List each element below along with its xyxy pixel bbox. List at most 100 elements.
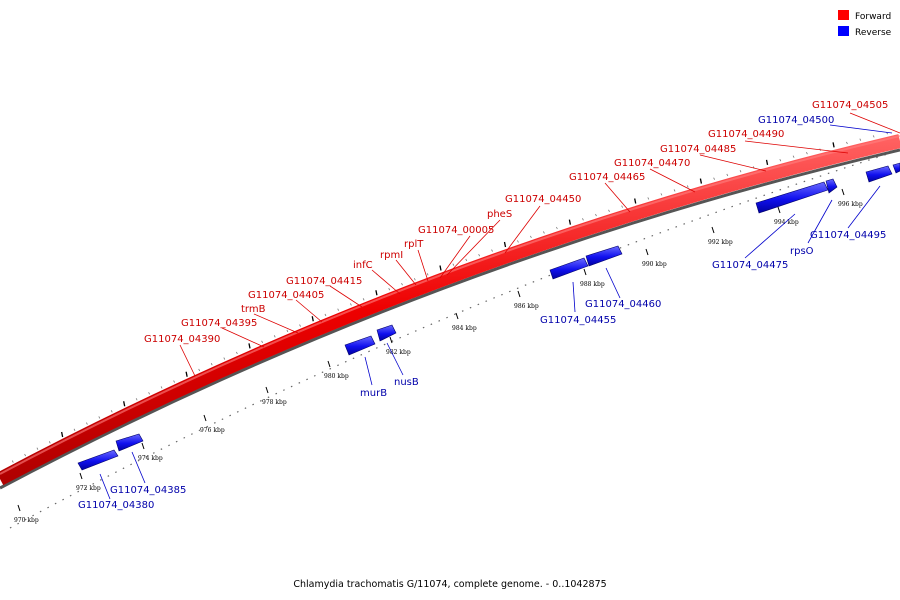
gene-G11074_04455[interactable] xyxy=(549,257,589,280)
scale-tick-label: 976 kbp xyxy=(200,427,225,434)
scale-tick-label: 996 kbp xyxy=(838,201,863,208)
forward-gene-label[interactable]: rplT xyxy=(404,239,424,250)
scale-tick-label: 978 kbp xyxy=(262,399,287,406)
scale-tick-label: 990 kbp xyxy=(642,261,667,268)
forward-minor-tick xyxy=(173,380,175,383)
reverse-gene-label[interactable]: rpsO xyxy=(790,246,814,257)
forward-minor-tick xyxy=(491,249,493,252)
gene-G11074_04475[interactable] xyxy=(755,181,829,214)
gene-G11074_04460[interactable] xyxy=(585,245,623,267)
forward-minor-tick xyxy=(647,197,650,200)
forward-minor-tick xyxy=(362,298,365,301)
forward-minor-tick xyxy=(413,278,416,281)
forward-gene-labels: G11074_04390 G11074_04395 trmB G11074_04405… xyxy=(144,100,888,345)
forward-minor-tick xyxy=(452,263,455,266)
forward-minor-tick xyxy=(11,460,14,463)
backbone-forward-strand xyxy=(0,134,900,486)
forward-minor-tick xyxy=(350,303,352,306)
forward-minor-tick xyxy=(426,273,429,276)
backbone-shadow xyxy=(0,148,900,490)
forward-minor-tick xyxy=(135,398,138,401)
reverse-gene-label[interactable]: G11074_04380 xyxy=(78,500,154,511)
forward-gene-label[interactable]: pheS xyxy=(487,209,512,220)
reverse-gene-label[interactable]: G11074_04495 xyxy=(810,230,886,241)
scale-tick-label: 970 kbp xyxy=(14,517,39,524)
forward-minor-tick xyxy=(872,135,875,138)
forward-minor-tick xyxy=(123,401,126,407)
legend: Forward Reverse xyxy=(838,10,892,38)
forward-gene-label[interactable]: G11074_04405 xyxy=(248,290,324,301)
forward-minor-tick xyxy=(517,240,519,243)
gene-nusB[interactable] xyxy=(376,324,397,342)
scale-ticks xyxy=(17,188,845,512)
reverse-gene-label[interactable]: G11074_04455 xyxy=(540,315,616,326)
scale-tick xyxy=(583,268,587,276)
forward-minor-tick xyxy=(36,447,39,450)
forward-minor-tick xyxy=(375,290,378,296)
scale-track xyxy=(9,149,900,529)
forward-minor-tick xyxy=(832,142,835,148)
forward-minor-tick xyxy=(621,205,623,208)
forward-minor-tick xyxy=(556,226,558,230)
gene-G11074_04495[interactable] xyxy=(865,165,893,183)
forward-gene-label[interactable]: G11074_04390 xyxy=(144,334,220,345)
forward-gene-label[interactable]: G11074_04490 xyxy=(708,129,784,140)
forward-gene-label[interactable]: G11074_04395 xyxy=(181,318,257,329)
reverse-gene-label[interactable]: G11074_04475 xyxy=(712,260,788,271)
scale-tick xyxy=(141,442,145,450)
forward-minor-tick xyxy=(60,431,64,438)
legend-reverse-label: Reverse xyxy=(855,28,892,38)
gene-rpsO[interactable] xyxy=(825,178,838,194)
forward-minor-tick xyxy=(388,288,391,291)
forward-gene-label[interactable]: G11074_04485 xyxy=(660,144,736,155)
scale-tick-label: 982 kbp xyxy=(386,349,411,356)
forward-minor-tick xyxy=(792,155,795,158)
forward-minor-tick xyxy=(503,241,507,248)
forward-minor-tick xyxy=(185,371,188,377)
reverse-gene-label[interactable]: G11074_04500 xyxy=(758,115,834,126)
forward-minor-tick xyxy=(48,441,51,444)
forward-minor-tick xyxy=(859,138,862,141)
forward-minor-tick xyxy=(223,357,226,360)
forward-minor-tick xyxy=(739,170,742,173)
forward-gene-label[interactable]: rpmI xyxy=(380,250,403,261)
scale-tick xyxy=(203,414,207,422)
gene-G11074_04380[interactable] xyxy=(77,449,119,471)
legend-reverse-swatch xyxy=(838,26,849,36)
reverse-gene-label[interactable]: murB xyxy=(360,388,387,399)
forward-minor-tick xyxy=(673,189,676,192)
forward-minor-tick xyxy=(337,308,340,311)
forward-gene-label[interactable]: G11074_04415 xyxy=(286,276,362,287)
forward-minor-tick xyxy=(543,231,545,234)
scale-tick xyxy=(645,248,649,256)
scale-tick xyxy=(711,226,715,234)
forward-gene-label[interactable]: trmB xyxy=(241,304,266,315)
genome-caption: Chlamydia trachomatis G/11074, complete … xyxy=(293,579,606,590)
scale-tick-label: 986 kbp xyxy=(514,303,539,310)
legend-forward-swatch xyxy=(838,10,849,20)
reverse-gene-label[interactable]: G11074_04385 xyxy=(110,485,186,496)
forward-minor-tick xyxy=(726,173,729,177)
gene-G11074_04385[interactable] xyxy=(115,433,144,452)
forward-minor-tick xyxy=(765,159,769,165)
forward-gene-label[interactable]: G11074_04470 xyxy=(614,158,690,169)
reverse-gene-label[interactable]: G11074_04460 xyxy=(585,299,661,310)
gene-G11074_04500[interactable] xyxy=(892,162,900,174)
forward-gene-label[interactable]: G11074_00005 xyxy=(418,225,494,236)
forward-minor-tick xyxy=(439,265,442,271)
forward-gene-label[interactable]: G11074_04465 xyxy=(569,172,645,183)
forward-gene-label[interactable]: G11074_04505 xyxy=(812,100,888,111)
forward-minor-tick xyxy=(286,329,289,333)
gene-murB[interactable] xyxy=(344,335,376,356)
backbone-highlight xyxy=(0,135,900,475)
scale-tick-label: 984 kbp xyxy=(452,325,477,332)
forward-gene-label[interactable]: G11074_04450 xyxy=(505,194,581,205)
forward-gene-label[interactable]: infC xyxy=(353,260,373,271)
forward-minor-tick xyxy=(713,177,715,180)
forward-minor-tick xyxy=(582,218,584,221)
forward-minor-tick xyxy=(699,178,703,184)
forward-minor-tick xyxy=(608,209,610,212)
reverse-gene-label[interactable]: nusB xyxy=(394,377,419,388)
forward-minor-tick xyxy=(806,152,808,155)
